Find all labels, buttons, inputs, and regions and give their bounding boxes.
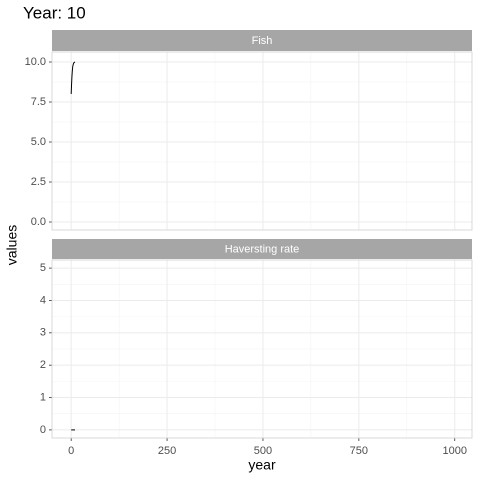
strip	[52, 30, 472, 51]
x-tick-label: 0	[68, 445, 74, 457]
chart-title: Year: 10	[23, 3, 86, 22]
y-tick-label: 0.0	[31, 216, 46, 228]
strip	[52, 239, 472, 259]
y-tick-label: 10.0	[25, 56, 46, 68]
x-tick-label: 750	[350, 445, 368, 457]
y-tick-label: 7.5	[31, 96, 46, 108]
panel-border	[51, 259, 473, 439]
panel-border	[51, 51, 473, 231]
y-axis-label: values	[4, 225, 20, 265]
y-tick-label: 5.0	[31, 136, 46, 148]
y-tick-label: 2.5	[31, 176, 46, 188]
data-line	[70, 61, 76, 95]
y-tick-label: 0	[40, 424, 46, 436]
y-tick-label: 3	[40, 327, 46, 339]
y-tick-label: 1	[40, 391, 46, 403]
x-tick-label: 500	[254, 445, 272, 457]
strip-label: Haversting rate	[225, 243, 300, 255]
y-tick-label: 5	[40, 262, 46, 274]
x-axis-label: year	[248, 457, 276, 473]
y-tick-label: 2	[40, 359, 46, 371]
x-tick-label: 250	[158, 445, 176, 457]
x-tick-label: 1000	[442, 445, 466, 457]
y-tick-label: 4	[40, 294, 46, 306]
strip-label: Fish	[252, 35, 273, 47]
